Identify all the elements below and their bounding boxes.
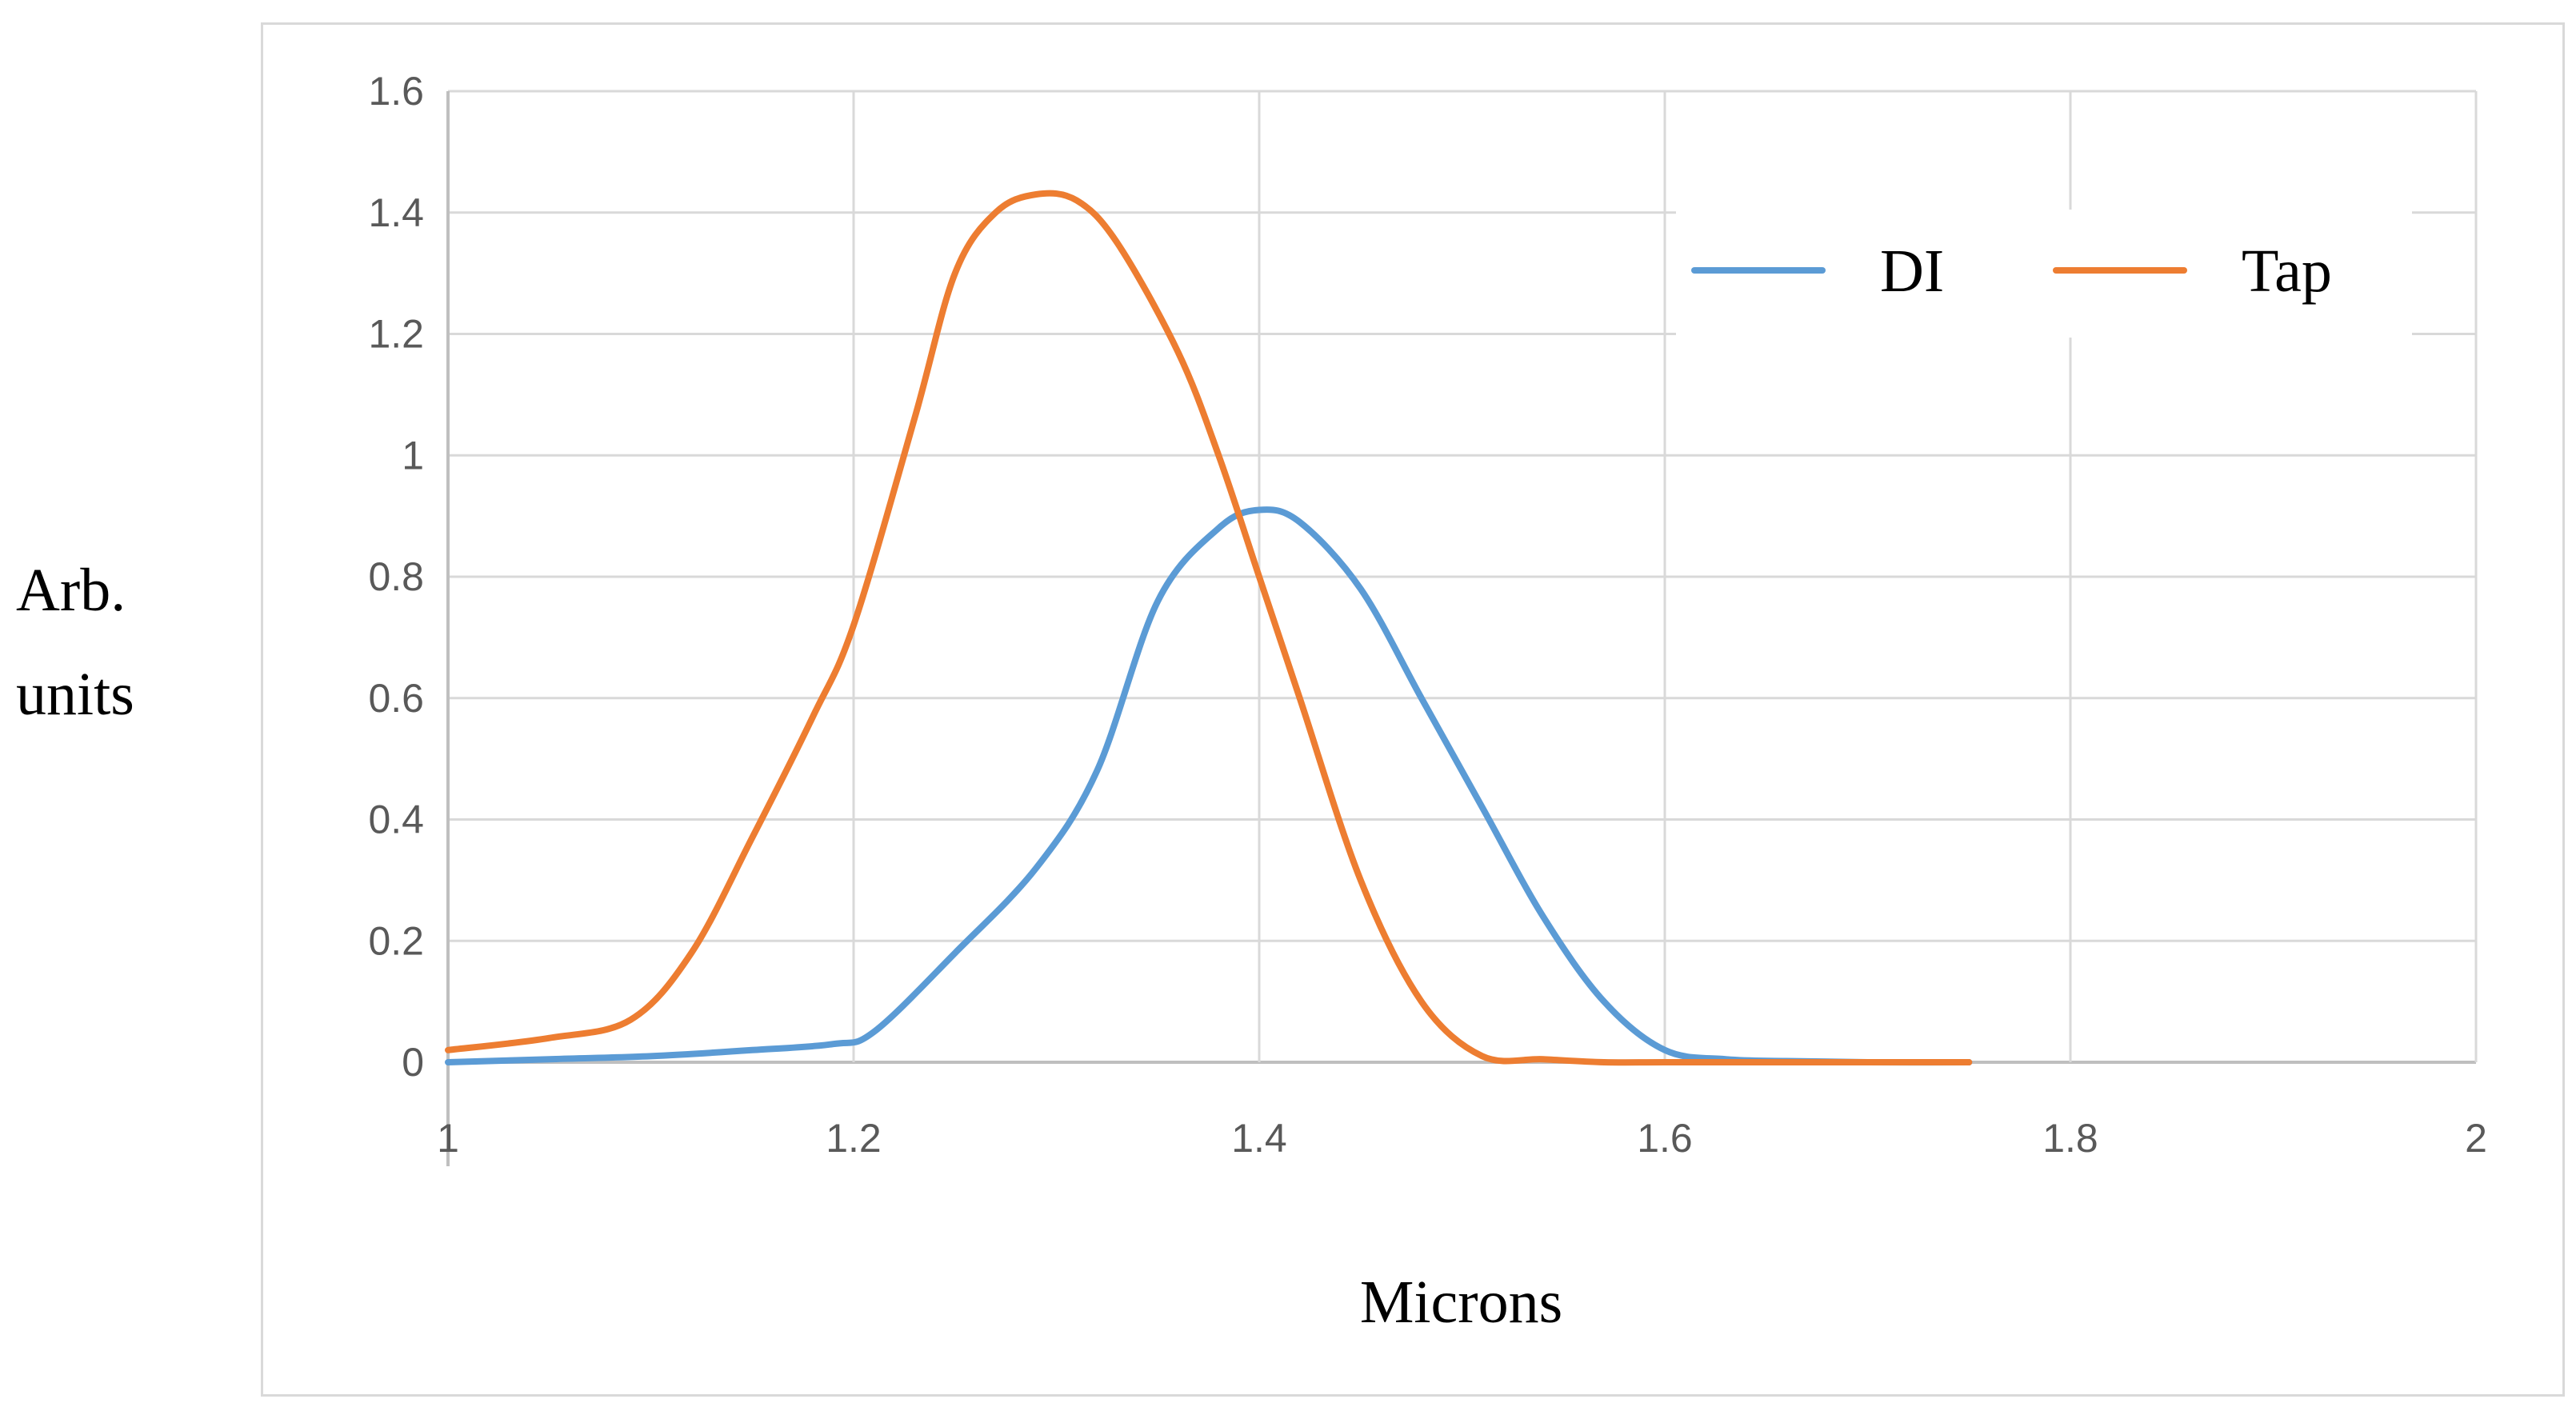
- y-tick-label: 1: [402, 433, 424, 478]
- x-tick-label: 1.4: [1231, 1116, 1287, 1161]
- legend-label-tap: Tap: [2242, 238, 2332, 305]
- x-tick-label: 1.8: [2042, 1116, 2098, 1161]
- y-tick-label: 1.4: [368, 190, 424, 235]
- series-line-di: [445, 506, 1973, 1066]
- tick-labels: 0 0.2 0.4 0.6 0.8 1 1.2 1.4 1.6 1 1.2 1.4 1.6 1.8 2: [368, 69, 2486, 1161]
- x-tick-label: 1.2: [826, 1116, 882, 1161]
- y-tick-label: 0.4: [368, 797, 424, 842]
- y-tick-label: 0: [402, 1040, 424, 1085]
- y-tick-label: 1.2: [368, 312, 424, 357]
- series-line-tap: [445, 190, 1973, 1066]
- y-axis-label-line-1: Arb.: [16, 557, 126, 624]
- legend: DI Tap: [1676, 210, 2412, 338]
- legend-label-di: DI: [1880, 238, 1944, 305]
- x-axis-label: Microns: [1359, 1269, 1563, 1336]
- y-tick-label: 1.6: [368, 69, 424, 114]
- x-tick-label: 2: [2465, 1116, 2487, 1161]
- y-tick-label: 0.8: [368, 554, 424, 599]
- x-tick-label: 1.6: [1637, 1116, 1693, 1161]
- y-axis-label-line-2: units: [16, 661, 134, 728]
- y-tick-label: 0.6: [368, 676, 424, 721]
- x-tick-label: 1: [437, 1116, 459, 1161]
- series-lines: [445, 190, 1973, 1066]
- y-tick-label: 0.2: [368, 918, 424, 963]
